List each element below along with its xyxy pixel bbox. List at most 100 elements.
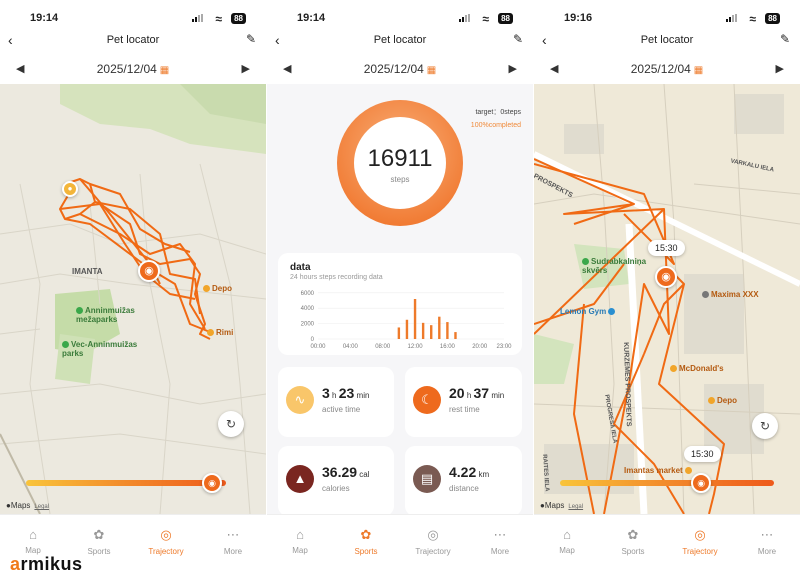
tab-trajectory[interactable]: ◎ Trajectory — [133, 527, 199, 556]
poi-label: Maxima XXX — [711, 290, 759, 299]
next-day-icon[interactable]: ▶ — [241, 63, 250, 75]
pet-location-marker[interactable]: ◉ — [655, 266, 677, 288]
distance-card: ▤ 4.22 km distance — [405, 446, 522, 516]
x-tick-label: 16:00 — [440, 344, 456, 350]
edit-icon[interactable]: ✎ — [779, 32, 790, 46]
back-icon[interactable]: ‹ — [542, 32, 547, 48]
active-hours: 3 — [322, 385, 330, 401]
map-poi-anninmuizas[interactable]: Anninmuižas mežaparks — [76, 306, 146, 324]
time-slider-knob[interactable]: ◉ — [691, 473, 712, 493]
map-view[interactable]: IMANTA Anninmuižas mežaparks Vec-Anninmu… — [0, 84, 266, 514]
x-tick-label: 00:00 — [310, 344, 326, 350]
legal-link[interactable]: Legal — [568, 504, 584, 510]
rest-minutes: 37 — [473, 385, 490, 401]
steps-unit: steps — [390, 175, 410, 184]
time-slider-track[interactable] — [26, 480, 226, 486]
next-day-icon[interactable]: ▶ — [775, 63, 784, 75]
shop-pin-icon — [203, 285, 210, 293]
legal-link[interactable]: Legal — [34, 504, 50, 510]
wifi-icon: ≈ — [215, 12, 222, 26]
distance-value: 4.22 km — [449, 464, 489, 480]
replay-icon[interactable]: ↻ — [218, 411, 244, 437]
tab-more[interactable]: ⋯ More — [200, 527, 266, 556]
paw-icon: ✿ — [627, 527, 639, 542]
x-tick-label: 20:00 — [472, 344, 488, 350]
prev-day-icon[interactable]: ◀ — [16, 63, 25, 75]
poi-label: Rimi — [216, 328, 234, 337]
next-day-icon[interactable]: ▶ — [508, 63, 517, 75]
prev-day-icon[interactable]: ◀ — [550, 63, 559, 75]
y-tick-label: 6000 — [301, 291, 315, 297]
tab-trajectory[interactable]: ◎ Trajectory — [667, 527, 733, 556]
map-poi-depo[interactable]: Depo — [203, 284, 232, 293]
restaurant-pin-icon — [670, 365, 677, 373]
date-display[interactable]: 2025/12/04 ▦ — [267, 62, 533, 76]
time-slider-knob[interactable]: ◉ — [202, 473, 222, 493]
map-view[interactable]: PROSPEKTS VARKALU IELA Sudrabkalniņa skv… — [534, 84, 800, 514]
maps-attribution[interactable]: ●Maps Legal — [540, 501, 583, 510]
map-poi-lemon-gym[interactable]: Lemon Gym — [560, 307, 617, 316]
tab-bar: ⌂ Map ✿ Sports ◎ Trajectory ⋯ More — [0, 514, 266, 579]
back-icon[interactable]: ‹ — [275, 32, 280, 48]
map-poi-vec[interactable]: Vec-Anninmuižas parks — [62, 340, 142, 358]
tab-sports[interactable]: ✿ Sports — [333, 527, 399, 556]
more-icon: ⋯ — [760, 527, 774, 542]
steps-bar-chart: 0 2000 4000 6000 00:00 04:00 08:00 12:00 16:00 20… — [301, 291, 513, 350]
tab-label: Map — [25, 546, 41, 555]
pet-location-marker[interactable]: ◉ — [138, 260, 160, 282]
date-display[interactable]: 2025/12/04 ▦ — [0, 62, 266, 76]
date-selector: ◀ 2025/12/04 ▦ ▶ — [534, 54, 800, 84]
home-icon: ⌂ — [296, 527, 304, 542]
y-tick-label: 4000 — [301, 306, 315, 312]
gym-pin-icon — [608, 308, 616, 316]
edit-icon[interactable]: ✎ — [512, 32, 523, 46]
tab-more[interactable]: ⋯ More — [734, 527, 800, 556]
map-poi-depo[interactable]: Depo — [708, 396, 737, 405]
poi-label: Depo — [212, 284, 232, 293]
steps-chart-card: data 24 hours steps recording data 0 2000… — [278, 253, 522, 355]
calories-number: 36.29 — [322, 464, 358, 480]
date-text: 2025/12/04 — [96, 62, 157, 76]
map-poi-maxima[interactable]: Maxima XXX — [702, 290, 759, 299]
date-display[interactable]: 2025/12/04 ▦ — [534, 62, 800, 76]
map-poi-sudrabkalnina[interactable]: Sudrabkalniņa skvērs — [582, 257, 662, 275]
tab-label: Sports — [87, 547, 111, 556]
panel-trajectory-overview: 19:14 ≈ 88 ‹ Pet locator ✎ ◀ 2025/12/04 ▦… — [0, 0, 266, 579]
poi-label: Depo — [717, 396, 737, 405]
tab-map[interactable]: ⌂ Map — [267, 527, 333, 555]
steps-ring-center: 16911 steps — [354, 117, 446, 209]
time-slider-track[interactable] — [560, 480, 774, 486]
more-icon: ⋯ — [226, 527, 240, 542]
tab-label: Map — [559, 546, 575, 555]
tab-trajectory[interactable]: ◎ Trajectory — [400, 527, 466, 556]
maps-attribution[interactable]: ●Maps Legal — [6, 501, 49, 510]
tab-sports[interactable]: ✿ Sports — [600, 527, 666, 556]
time-chip-top: 15:30 — [648, 240, 685, 256]
home-icon: ⌂ — [29, 527, 37, 542]
watermark-accent: a — [10, 554, 21, 574]
tab-sports[interactable]: ✿ Sports — [66, 527, 132, 556]
flame-icon: ▲ — [286, 465, 314, 493]
calendar-icon[interactable]: ▦ — [426, 65, 437, 76]
nav-bar: ‹ Pet locator ✎ — [534, 28, 800, 54]
apple-icon: ● — [540, 501, 545, 510]
store-pin-icon — [702, 291, 709, 299]
maps-label: Maps — [10, 501, 31, 510]
calendar-icon[interactable]: ▦ — [159, 65, 170, 76]
minutes-unit: min — [356, 391, 370, 400]
prev-day-icon[interactable]: ◀ — [283, 63, 292, 75]
map-poi-rimi[interactable]: Rimi — [207, 328, 233, 337]
calendar-icon[interactable]: ▦ — [693, 65, 704, 76]
tab-map[interactable]: ⌂ Map — [534, 527, 600, 555]
tab-map[interactable]: ⌂ Map — [0, 527, 66, 555]
park-pin-icon — [62, 341, 69, 349]
start-point-icon[interactable]: ● — [62, 181, 78, 197]
step-bar — [446, 322, 449, 339]
map-poi-imantas-market[interactable]: Imantas market — [624, 466, 694, 475]
tab-more[interactable]: ⋯ More — [467, 527, 533, 556]
edit-icon[interactable]: ✎ — [245, 32, 256, 46]
map-poi-mcdonalds[interactable]: McDonald's — [670, 364, 724, 373]
replay-icon[interactable]: ↻ — [752, 413, 778, 439]
back-icon[interactable]: ‹ — [8, 32, 13, 48]
step-bar — [430, 325, 433, 339]
